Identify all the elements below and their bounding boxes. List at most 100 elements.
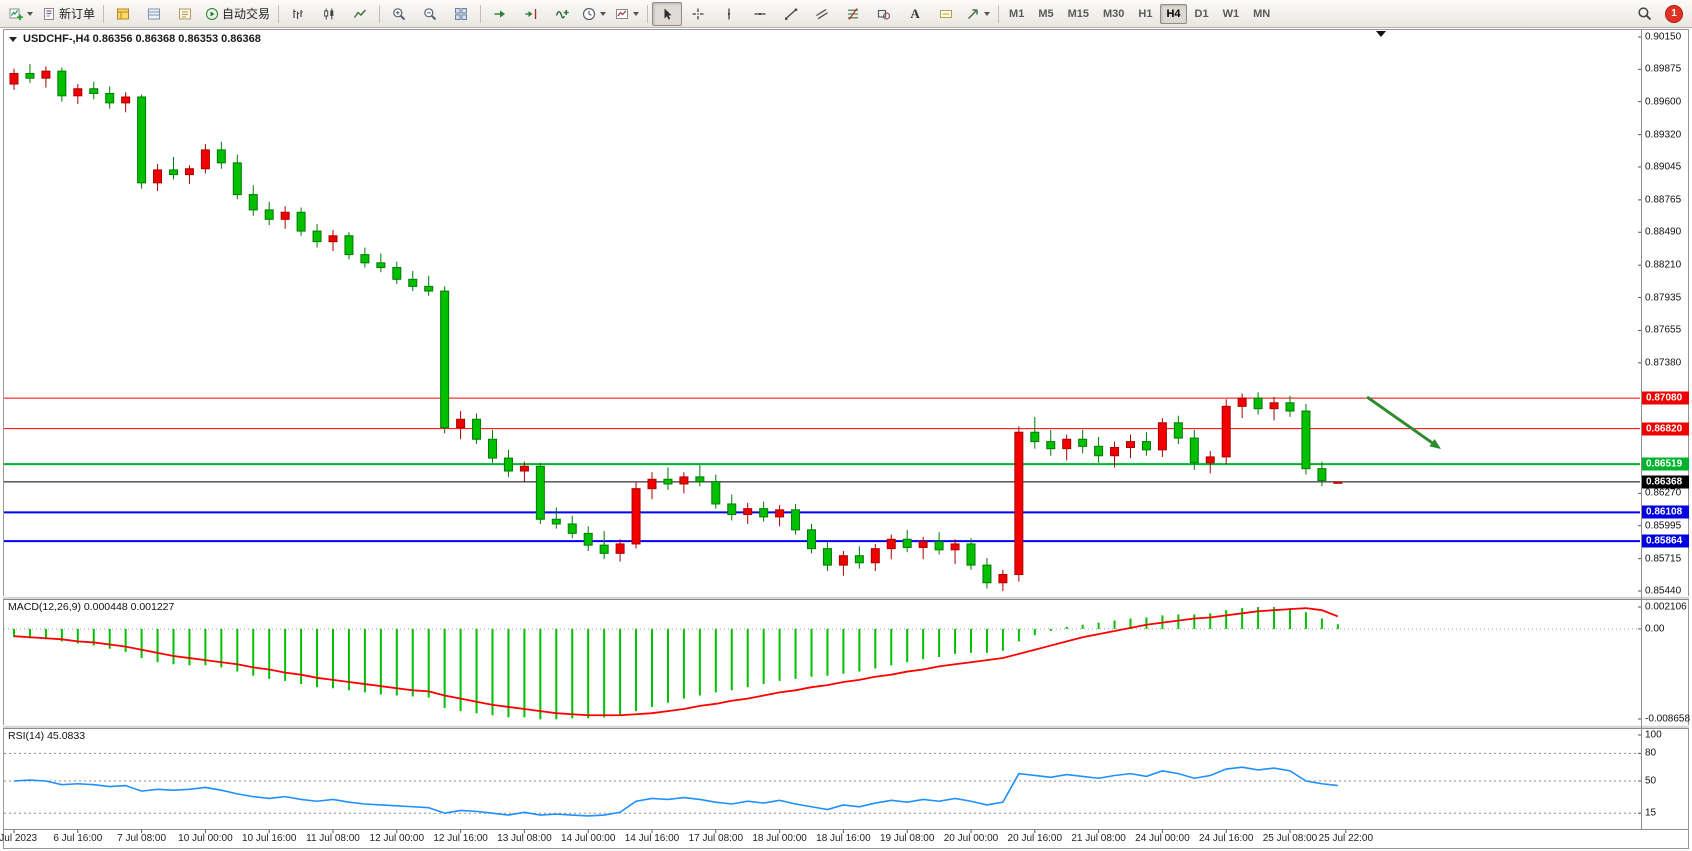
periods-icon bbox=[582, 7, 596, 21]
time-axis-label: 7 Jul 08:00 bbox=[117, 833, 167, 844]
chart-shift-marker-icon[interactable] bbox=[1376, 31, 1386, 37]
indicators-button[interactable] bbox=[547, 2, 577, 26]
label-tool-button[interactable] bbox=[931, 2, 961, 26]
price-tick-label: 0.88210 bbox=[1645, 259, 1682, 271]
time-axis-label: 25 Jul 08:00 bbox=[1262, 833, 1318, 844]
timeframe-group: M1 M5 M15 M30 H1 H4 D1 W1 MN bbox=[1003, 3, 1276, 24]
time-axis-label: 14 Jul 00:00 bbox=[560, 833, 616, 844]
timeframe-button-M30[interactable]: M30 bbox=[1103, 7, 1125, 20]
toolbar-separator bbox=[647, 4, 649, 23]
notification-badge[interactable]: 1 bbox=[1665, 4, 1683, 23]
timeframe-button-M15[interactable]: M15 bbox=[1067, 7, 1089, 20]
market-watch-button[interactable] bbox=[108, 2, 138, 26]
time-axis-label: 17 Jul 08:00 bbox=[688, 833, 744, 844]
timeframe-button-MN[interactable]: MN bbox=[1253, 7, 1271, 20]
toolbar-separator bbox=[480, 4, 482, 23]
chevron-down-icon bbox=[984, 11, 991, 16]
autotrading-button[interactable]: 自动交易 bbox=[201, 2, 274, 26]
shapes-button[interactable] bbox=[869, 2, 899, 26]
channel-icon bbox=[815, 7, 829, 21]
indicators-icon bbox=[555, 7, 569, 21]
price-badge: 0.86368 bbox=[1642, 475, 1689, 489]
time-axis-label: 12 Jul 00:00 bbox=[369, 833, 425, 844]
candlestick-chart-button[interactable] bbox=[314, 2, 344, 26]
navigator-icon bbox=[178, 7, 192, 21]
zoom-in-button[interactable] bbox=[384, 2, 414, 26]
price-tick-label: 0.85995 bbox=[1645, 520, 1682, 532]
macd-scale-label: 0.00 bbox=[1645, 623, 1665, 635]
time-axis-label: 24 Jul 00:00 bbox=[1135, 833, 1190, 844]
panel-resize-handle[interactable] bbox=[3, 725, 1689, 729]
timeframe-button-H4[interactable]: H4 bbox=[1160, 3, 1187, 24]
price-tick-label: 0.87935 bbox=[1645, 292, 1682, 304]
cursor-button[interactable] bbox=[652, 1, 683, 26]
price-tick-label: 0.89875 bbox=[1645, 63, 1682, 75]
fibonacci-button[interactable] bbox=[838, 2, 868, 26]
channel-button[interactable] bbox=[807, 2, 837, 26]
chart-canvas[interactable] bbox=[4, 30, 1640, 829]
new-order-button[interactable]: 新订单 bbox=[38, 2, 99, 26]
zoom-out-button[interactable] bbox=[415, 2, 445, 26]
time-axis-label: 18 Jul 00:00 bbox=[752, 833, 807, 844]
price-tick-label: 0.89600 bbox=[1645, 96, 1682, 108]
timeframe-button-D1[interactable]: D1 bbox=[1194, 7, 1209, 20]
arrows-tool-button[interactable] bbox=[962, 2, 994, 26]
templates-button[interactable] bbox=[611, 2, 643, 26]
rsi-scale-label: 50 bbox=[1645, 775, 1657, 787]
line-chart-icon bbox=[353, 7, 367, 21]
text-tool-button[interactable]: A bbox=[900, 2, 930, 26]
vertical-line-button[interactable] bbox=[714, 2, 744, 26]
new-order-label: 新订单 bbox=[59, 7, 96, 21]
time-axis-label: 13 Jul 08:00 bbox=[497, 833, 552, 844]
cursor-icon bbox=[660, 7, 674, 21]
price-tick-label: 0.88490 bbox=[1645, 226, 1682, 238]
time-axis-label: 11 Jul 08:00 bbox=[306, 833, 360, 844]
timeframe-button-W1[interactable]: W1 bbox=[1222, 7, 1240, 20]
price-tick-label: 0.87380 bbox=[1645, 357, 1682, 369]
chart-shift-button[interactable] bbox=[516, 2, 546, 26]
search-button[interactable] bbox=[1629, 2, 1659, 26]
price-tick-label: 0.85440 bbox=[1645, 585, 1682, 597]
auto-scroll-button[interactable] bbox=[485, 2, 515, 26]
periods-button[interactable] bbox=[578, 2, 610, 26]
chevron-down-icon bbox=[633, 11, 640, 16]
time-axis-label: 12 Jul 16:00 bbox=[433, 833, 488, 844]
trendline-button[interactable] bbox=[776, 2, 806, 26]
chevron-down-icon bbox=[27, 11, 33, 16]
tile-windows-button[interactable] bbox=[446, 2, 476, 26]
navigator-button[interactable] bbox=[170, 2, 200, 26]
data-window-button[interactable] bbox=[139, 2, 169, 26]
symbol-dropdown-icon[interactable] bbox=[9, 36, 17, 42]
crosshair-button[interactable] bbox=[683, 2, 713, 26]
time-axis-label: 6 Jul 16:00 bbox=[53, 833, 103, 844]
new-chart-icon bbox=[9, 7, 23, 21]
toolbar-separator bbox=[379, 4, 381, 23]
auto-scroll-icon bbox=[493, 7, 507, 21]
candlestick-chart-icon bbox=[322, 7, 336, 21]
panel-resize-handle[interactable] bbox=[3, 596, 1689, 600]
new-chart-button[interactable] bbox=[5, 2, 37, 26]
macd-scale-label: -0.008658 bbox=[1645, 713, 1691, 725]
timeframe-button-M5[interactable]: M5 bbox=[1038, 7, 1054, 20]
chart-title-ohlc: USDCHF-,H4 0.86356 0.86368 0.86353 0.863… bbox=[23, 33, 261, 45]
vertical-line-icon bbox=[722, 7, 736, 21]
toolbar-separator bbox=[103, 4, 105, 23]
templates-icon bbox=[615, 7, 629, 21]
rsi-scale-label: 80 bbox=[1645, 747, 1657, 759]
main-toolbar: 新订单 自动交易 A M1 M5 M15 M30 H1 H4 D1 W1 MN 1 bbox=[0, 0, 1692, 28]
chart-shift-icon bbox=[524, 7, 538, 21]
tile-windows-icon bbox=[454, 7, 468, 21]
crosshair-icon bbox=[691, 7, 705, 21]
macd-indicator-label: MACD(12,26,9) 0.000448 0.001227 bbox=[8, 601, 175, 613]
chevron-down-icon bbox=[600, 11, 607, 16]
timeframe-button-H1[interactable]: H1 bbox=[1138, 7, 1153, 20]
time-axis-label: 18 Jul 16:00 bbox=[816, 833, 871, 844]
horizontal-line-button[interactable] bbox=[745, 2, 775, 26]
line-chart-button[interactable] bbox=[345, 2, 375, 26]
bar-chart-button[interactable] bbox=[283, 2, 313, 26]
macd-scale-label: 0.002106 bbox=[1645, 601, 1687, 613]
timeframe-button-M1[interactable]: M1 bbox=[1009, 7, 1025, 20]
rsi-scale-label: 15 bbox=[1645, 807, 1657, 819]
label-tool-icon bbox=[939, 7, 953, 21]
